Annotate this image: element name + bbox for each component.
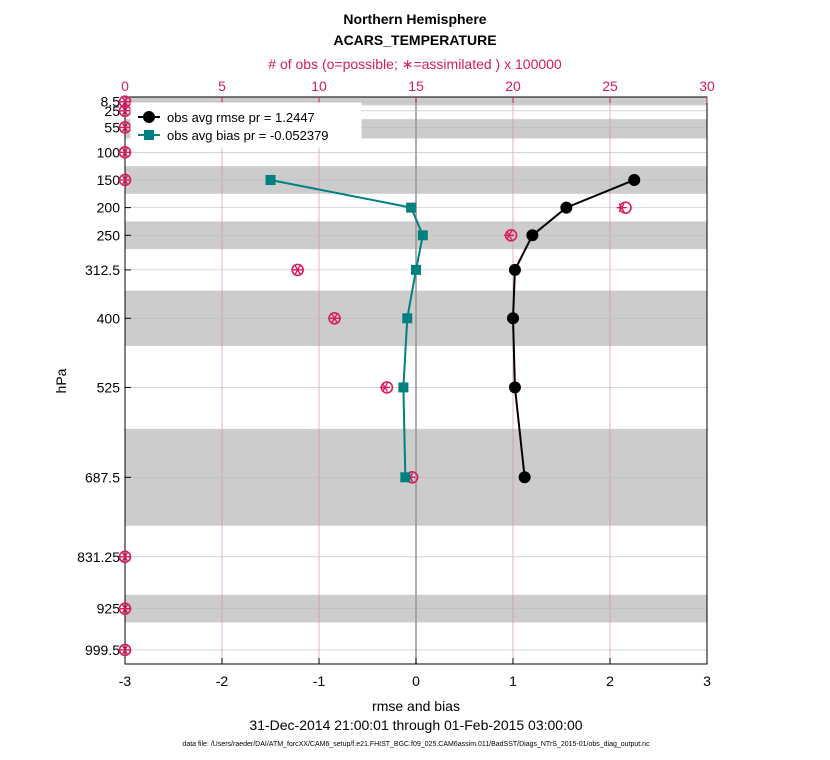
obs-assimilated-marker xyxy=(120,175,130,185)
legend-bias-marker xyxy=(144,130,154,140)
y-tick-label: 312.5 xyxy=(85,262,120,278)
date-range: 31-Dec-2014 21:00:01 through 01-Feb-2015… xyxy=(249,717,582,733)
bias-point xyxy=(400,472,411,483)
asterisk-stroke xyxy=(618,202,625,213)
asterisk-stroke xyxy=(121,147,129,157)
x-tick-label: -2 xyxy=(216,673,229,689)
x-tick-label: 1 xyxy=(509,673,517,689)
obs-assimilated-marker xyxy=(120,604,130,614)
file-note: data file: /Users/raeder/DAI/ATM_forcXX/… xyxy=(182,741,650,748)
y-tick-label: 925 xyxy=(97,601,121,617)
x-tick-label: 0 xyxy=(412,673,420,689)
bias-point xyxy=(406,202,417,213)
bias-point xyxy=(411,264,421,275)
bias-point xyxy=(402,313,413,324)
y-tick-label: 687.5 xyxy=(85,469,120,485)
legend-rmse-label: obs avg rmse pr = 1.2447 xyxy=(167,110,315,125)
y-tick-label: 8.5 xyxy=(101,94,121,110)
obs-assimilated-marker xyxy=(616,202,627,213)
asterisk-stroke xyxy=(121,122,129,133)
obs-assimilated-marker xyxy=(504,230,515,240)
top-axis-label: # of obs (o=possible; ∗=assimilated ) x … xyxy=(268,56,562,72)
obs-assimilated-marker xyxy=(292,265,303,275)
y-tick-label: 100 xyxy=(97,144,121,160)
obs-assimilated-marker xyxy=(120,552,130,562)
asterisk-stroke xyxy=(121,106,129,116)
rmse-point xyxy=(508,263,521,276)
obs-possible-marker xyxy=(118,602,132,615)
top-tick-label: 30 xyxy=(699,78,715,94)
chart-title: Northern Hemisphere xyxy=(343,11,486,27)
rmse-point xyxy=(628,173,641,186)
obs-count-markers xyxy=(118,95,632,657)
top-tick-label: 10 xyxy=(311,78,327,94)
y-tick-label: 400 xyxy=(97,310,121,326)
x-axis-label: rmse and bias xyxy=(372,698,460,714)
y-tick-label: 200 xyxy=(97,200,121,216)
rmse-point xyxy=(518,471,531,484)
bias-point xyxy=(398,382,409,393)
obs-assimilated-marker xyxy=(120,645,130,655)
asterisk-stroke xyxy=(381,382,389,393)
rmse-point xyxy=(560,201,573,214)
asterisk-stroke xyxy=(121,97,129,107)
y-tick-label: 150 xyxy=(97,172,121,188)
obs-possible-marker xyxy=(291,263,304,277)
y-tick-label: 55 xyxy=(104,119,120,135)
asterisk-stroke xyxy=(331,313,338,323)
obs-assimilated-marker xyxy=(379,382,390,393)
top-tick-label: 20 xyxy=(505,78,521,94)
top-axis: 0 5 10 15 20 25 30 xyxy=(121,78,715,103)
obs-possible-marker xyxy=(118,643,132,657)
obs-possible-marker xyxy=(328,311,341,325)
asterisk-stroke xyxy=(121,645,129,655)
rmse-point xyxy=(526,229,539,242)
top-tick-label: 5 xyxy=(218,78,226,94)
x-tick-label: -1 xyxy=(313,673,326,689)
asterisk-stroke xyxy=(121,604,129,614)
y-tick-label: 831.25 xyxy=(77,549,120,565)
x-tick-label: 3 xyxy=(703,673,711,689)
x-tick-label: 2 xyxy=(606,673,614,689)
y-axis-label: hPa xyxy=(53,368,69,393)
x-tick-label: -3 xyxy=(119,673,132,689)
x-axis: -3 -2 -1 0 1 2 3 xyxy=(119,658,711,689)
obs-assimilated-marker xyxy=(120,122,130,133)
asterisk-stroke xyxy=(294,265,301,275)
asterisk-stroke xyxy=(506,230,513,240)
obs-possible-marker xyxy=(118,95,132,109)
obs-assimilated-marker xyxy=(120,106,130,116)
bias-point xyxy=(265,174,276,185)
top-tick-label: 25 xyxy=(602,78,618,94)
legend-bias-label: obs avg bias pr = -0.052379 xyxy=(167,128,329,143)
rmse-point xyxy=(507,312,519,325)
asterisk-stroke xyxy=(121,552,129,562)
obs-assimilated-marker xyxy=(120,147,130,157)
y-tick-label: 999.5 xyxy=(85,642,120,658)
chart-subtitle: ACARS_TEMPERATURE xyxy=(333,32,496,48)
obs-assimilated-marker xyxy=(329,313,340,323)
rmse-point xyxy=(508,381,521,394)
y-tick-label: 250 xyxy=(97,227,121,243)
legend: obs avg rmse pr = 1.2447 obs avg bias pr… xyxy=(130,102,362,148)
obs-assimilated-marker xyxy=(120,97,130,107)
obs-possible-marker xyxy=(118,550,132,564)
obs-possible-marker xyxy=(118,173,132,187)
obs-possible-marker xyxy=(118,146,132,159)
asterisk-stroke xyxy=(121,175,129,185)
legend-box xyxy=(130,102,362,148)
bias-point xyxy=(417,230,428,241)
top-tick-label: 15 xyxy=(408,78,424,94)
series-layer xyxy=(265,173,641,484)
y-tick-label: 25 xyxy=(104,103,120,119)
legend-rmse-marker xyxy=(143,111,155,123)
y-tick-label: 525 xyxy=(97,379,121,395)
top-tick-label: 0 xyxy=(121,78,129,94)
